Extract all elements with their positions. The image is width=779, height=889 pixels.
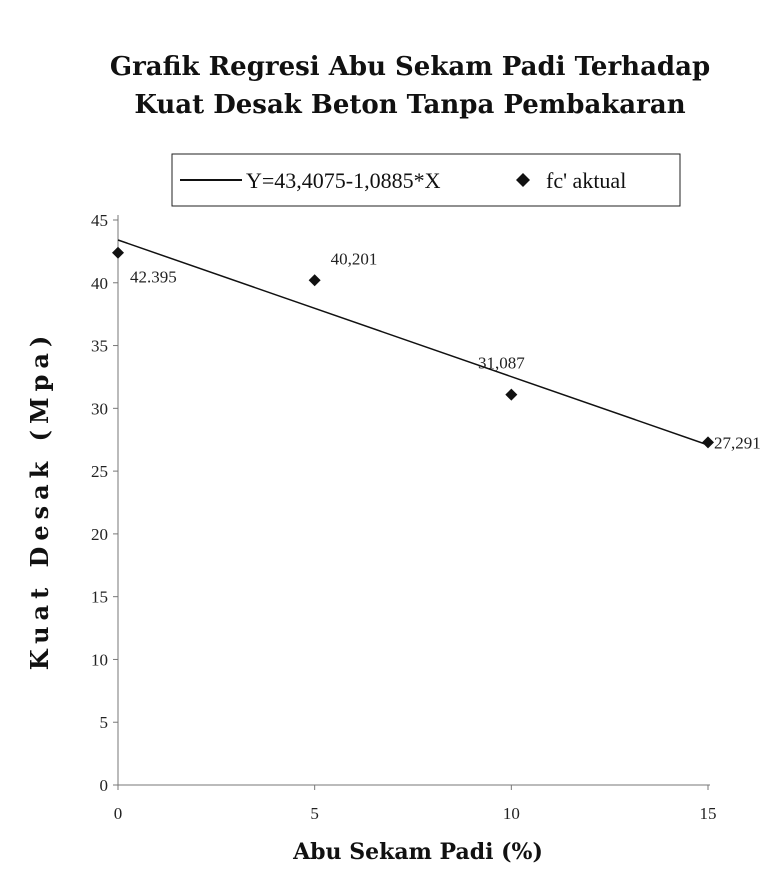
y-tick-label: 10 [91, 650, 108, 669]
data-label: 27,291 [714, 433, 761, 452]
chart-subtitle: Kuat Desak Beton Tanpa Pembakaran [134, 90, 685, 120]
data-label: 42.395 [130, 268, 177, 287]
axes [117, 215, 710, 786]
y-tick-label: 0 [100, 776, 109, 795]
y-axis-label: Kuat Desak (Mpa) [25, 330, 54, 671]
data-point [505, 388, 518, 401]
legend-label-regression: Y=43,4075-1,0885*X [246, 168, 441, 193]
data-label: 40,201 [331, 249, 378, 268]
chart-title: Grafik Regresi Abu Sekam Padi Terhadap [110, 52, 710, 82]
y-tick-label: 20 [91, 525, 108, 544]
data-point [112, 246, 124, 259]
legend-label-actual: fc' aktual [546, 168, 626, 193]
x-tick-label: 0 [114, 804, 123, 823]
x-tick-label: 10 [503, 804, 520, 823]
ticks: 0 5 10 15 20 25 30 35 40 45 0 5 10 15 [91, 211, 717, 823]
y-tick-label: 30 [91, 399, 108, 418]
data-point [308, 274, 321, 287]
x-axis-label: Abu Sekam Padi (%) [292, 839, 543, 865]
y-tick-label: 40 [91, 274, 108, 293]
y-tick-label: 35 [91, 337, 108, 356]
series: 42.395 40,201 31,087 27,291 [112, 239, 761, 452]
legend-diamond-swatch [516, 173, 530, 187]
legend-box [171, 153, 681, 207]
data-label: 31,087 [478, 354, 525, 373]
y-tick-label: 25 [91, 462, 108, 481]
y-tick-label: 45 [91, 211, 108, 230]
legend: Y=43,4075-1,0885*X fc' aktual [171, 153, 681, 207]
x-tick-label: 15 [700, 804, 717, 823]
regression-line [117, 239, 709, 446]
data-point [702, 436, 714, 449]
y-tick-label: 5 [100, 713, 109, 732]
y-tick-label: 15 [91, 588, 108, 607]
x-tick-label: 5 [310, 804, 319, 823]
